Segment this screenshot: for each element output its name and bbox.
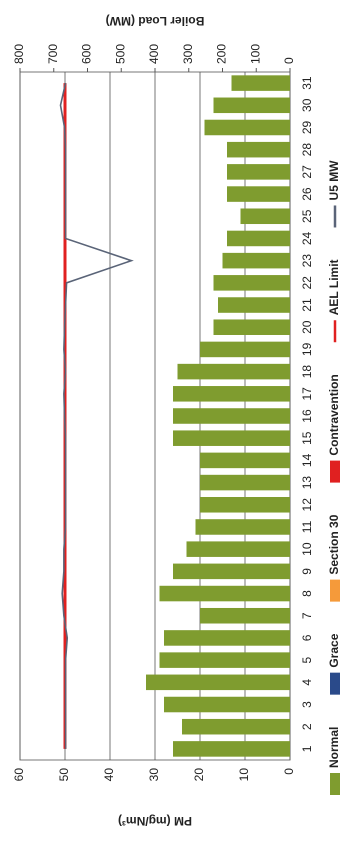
legend-label: Contravention (327, 374, 341, 455)
bar (173, 430, 290, 446)
x-tick-label: 2 (300, 723, 314, 730)
bar (173, 563, 290, 580)
line (59, 82, 134, 749)
bar (200, 341, 290, 358)
x-tick-label: 9 (300, 568, 314, 575)
y2-tick-label: 500 (113, 44, 127, 64)
x-tick-label: 28 (300, 143, 314, 157)
legend-swatch (330, 672, 340, 695)
bar (227, 186, 290, 202)
legend-label: Grace (327, 633, 341, 667)
bar (213, 319, 290, 335)
bar (200, 474, 290, 491)
bar (227, 141, 290, 158)
bar (173, 408, 290, 424)
x-tick-label: 24 (300, 231, 314, 245)
x-tick-label: 27 (300, 165, 314, 179)
x-tick-label: 30 (300, 98, 314, 112)
bar (213, 275, 290, 291)
bar (204, 119, 290, 136)
bar (227, 164, 290, 180)
bar (213, 97, 290, 114)
bar (159, 585, 290, 602)
bar (164, 696, 290, 713)
y2-tick-label: 100 (248, 44, 262, 64)
legend-swatch (330, 460, 340, 483)
bar (164, 630, 290, 646)
y2-tick-label: 300 (181, 44, 195, 64)
bar (146, 674, 290, 691)
bar (159, 652, 290, 668)
legend-label: U5 MW (327, 160, 341, 201)
x-tick-label: 31 (300, 76, 314, 90)
x-tick-label: 20 (300, 320, 314, 334)
y2-tick-label: 0 (282, 57, 296, 64)
x-tick-label: 17 (300, 387, 314, 401)
bar (173, 386, 290, 402)
legend-label: AEL Limit (327, 259, 341, 315)
y2-axis-title: Boiler Load (MW) (106, 14, 205, 28)
bar (200, 452, 290, 469)
x-tick-label: 21 (300, 298, 314, 312)
y2-tick-label: 400 (147, 44, 161, 64)
bar (200, 497, 290, 513)
bar (218, 297, 290, 313)
x-tick-label: 13 (300, 476, 314, 490)
bar (195, 519, 290, 535)
y2-tick-label: 800 (12, 44, 26, 64)
x-tick-label: 11 (300, 520, 314, 533)
bar (222, 252, 290, 269)
legend-label: Section 30 (327, 514, 341, 574)
x-tick-label: 22 (300, 276, 314, 290)
x-tick-label: 19 (300, 342, 314, 356)
x-tick-label: 8 (300, 590, 314, 597)
bar (186, 541, 290, 557)
x-tick-label: 4 (300, 679, 314, 686)
x-tick-label: 3 (300, 701, 314, 708)
legend-label: Normal (327, 727, 341, 768)
bar (231, 75, 290, 91)
legend-swatch (330, 773, 340, 795)
y-tick-label: 10 (237, 768, 251, 782)
x-tick-label: 1 (300, 745, 314, 752)
x-tick-label: 25 (300, 209, 314, 223)
x-tick-label: 14 (300, 453, 314, 467)
bar (182, 718, 290, 735)
x-tick-label: 7 (300, 612, 314, 619)
y2-tick-label: 600 (80, 44, 94, 64)
y-tick-label: 60 (12, 768, 26, 782)
x-tick-label: 26 (300, 187, 314, 201)
x-tick-label: 18 (300, 365, 314, 379)
y-tick-label: 30 (147, 768, 161, 782)
y-tick-label: 50 (57, 768, 71, 782)
rotated-chart: 01020304050600100200300400500600700800PM… (12, 14, 341, 828)
x-tick-label: 15 (300, 431, 314, 445)
x-tick-label: 5 (300, 656, 314, 663)
x-tick-label: 10 (300, 542, 314, 556)
y2-tick-label: 200 (215, 44, 229, 64)
x-tick-label: 12 (300, 498, 314, 512)
bar (227, 230, 290, 247)
y2-tick-label: 700 (46, 44, 60, 64)
bar (240, 208, 290, 225)
y-tick-label: 0 (282, 768, 296, 775)
x-tick-label: 6 (300, 634, 314, 641)
legend-swatch (330, 579, 340, 602)
bar (173, 741, 290, 757)
y-axis-title: PM (mg/Nm³) (118, 814, 192, 828)
y-tick-label: 40 (102, 768, 116, 782)
x-tick-label: 23 (300, 254, 314, 268)
y-tick-label: 20 (192, 768, 206, 782)
bar (177, 363, 290, 380)
bar (200, 607, 290, 624)
x-tick-label: 29 (300, 120, 314, 134)
x-tick-label: 16 (300, 409, 314, 423)
